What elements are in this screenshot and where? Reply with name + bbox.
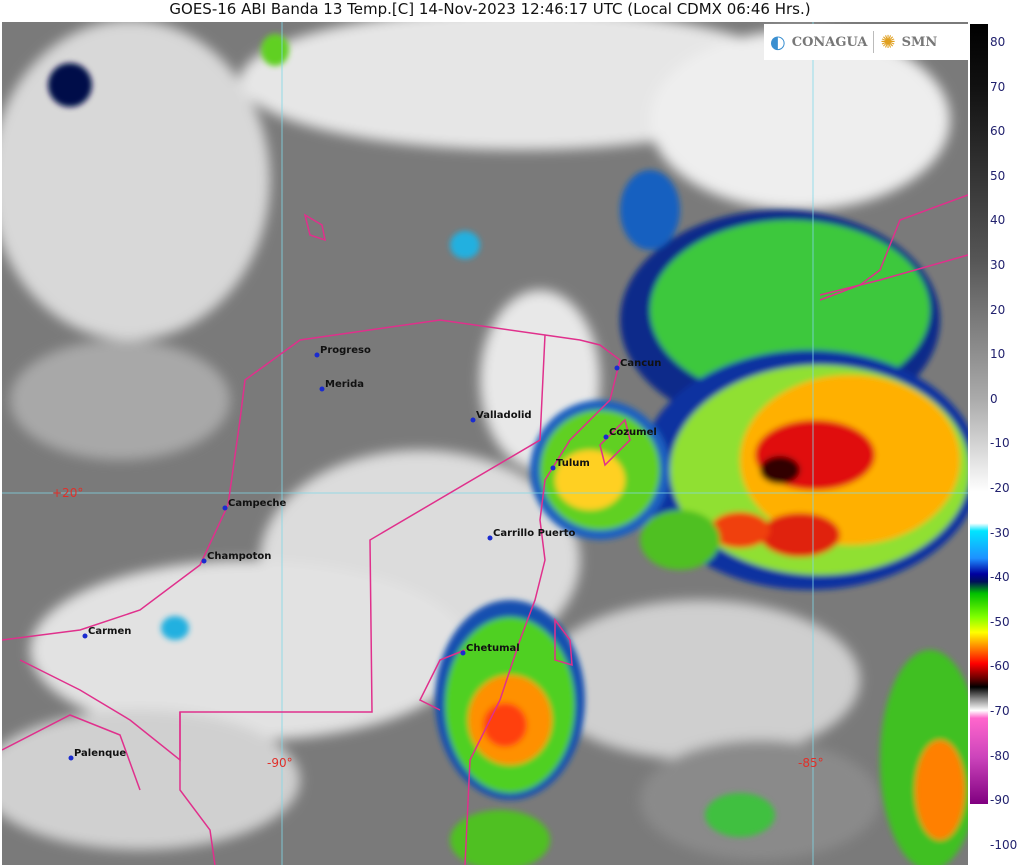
- colorbar-tick: 40: [990, 213, 1006, 228]
- storm-layer: [48, 34, 968, 865]
- city-cancun: Cancun: [614, 358, 661, 371]
- city-carrillo-puerto: Carrillo Puerto: [487, 528, 576, 541]
- logo-banner: ◐ CONAGUA ✺ SMN: [764, 24, 968, 60]
- city-dot-icon: [550, 465, 556, 471]
- city-label: Campeche: [228, 498, 286, 509]
- city-dot-icon: [460, 650, 466, 656]
- colorbar-tick: -100: [990, 837, 1018, 852]
- colorbar-tick: 60: [990, 124, 1006, 139]
- coastlines-borders: [2, 194, 968, 865]
- city-label: Chetumal: [466, 643, 520, 654]
- logo-divider: [873, 31, 875, 53]
- city-dot-icon: [314, 352, 320, 358]
- colorbar-tick: 0: [990, 391, 998, 406]
- city-label: Palenque: [74, 748, 126, 759]
- colorbar-tick: -60: [990, 659, 1010, 674]
- city-valladolid: Valladolid: [470, 410, 532, 423]
- city-dot-icon: [82, 633, 88, 639]
- colorbar-tick: -30: [990, 525, 1010, 540]
- smn-logo: SMN: [901, 34, 938, 50]
- conagua-logo: CONAGUA: [791, 34, 868, 50]
- city-label: Valladolid: [476, 410, 532, 421]
- city-label: Merida: [325, 379, 364, 390]
- colorbar-tick: 50: [990, 168, 1006, 183]
- colorbar-tick: 80: [990, 35, 1006, 49]
- lon-90-label: -90°: [267, 756, 293, 770]
- colorbar-tick: -90: [990, 793, 1010, 808]
- city-carmen: Carmen: [82, 626, 131, 639]
- city-dot-icon: [603, 434, 609, 440]
- city-label: Progreso: [320, 345, 371, 356]
- colorbar-tick: 20: [990, 302, 1006, 317]
- smn-logo-icon: ✺: [880, 31, 896, 53]
- city-campeche: Campeche: [222, 498, 286, 511]
- city-dot-icon: [614, 365, 620, 371]
- city-label: Cancun: [620, 358, 661, 369]
- colorbar-tick: -80: [990, 748, 1010, 763]
- city-label: Carmen: [88, 626, 131, 637]
- colorbar-tick: 30: [990, 258, 1006, 272]
- city-champoton: Champoton: [201, 551, 271, 564]
- city-chetumal: Chetumal: [460, 643, 520, 656]
- city-label: Tulum: [556, 458, 590, 469]
- colorbar-tick: -40: [990, 570, 1010, 585]
- city-dot-icon: [201, 558, 207, 564]
- city-label: Carrillo Puerto: [493, 528, 576, 539]
- city-cozumel: Cozumel: [603, 427, 657, 440]
- colorbar-tick: 10: [990, 347, 1006, 362]
- grid-labels: +20° -90° -85°: [52, 486, 824, 770]
- colorbar-tick: -70: [990, 704, 1010, 718]
- city-tulum: Tulum: [550, 458, 590, 471]
- conagua-logo-icon: ◐: [770, 31, 786, 53]
- colorbar-tick: -10: [990, 436, 1010, 451]
- city-markers: Progreso Merida Valladolid Cancun Cozumel Tul…: [68, 345, 661, 761]
- lon-85-label: -85°: [798, 756, 824, 770]
- grid-lines: [2, 22, 968, 865]
- city-palenque: Palenque: [68, 748, 126, 761]
- city-dot-icon: [319, 386, 325, 392]
- image-title: GOES-16 ABI Banda 13 Temp.[C] 14-Nov-202…: [169, 0, 811, 18]
- city-label: Champoton: [207, 551, 271, 562]
- city-dot-icon: [68, 755, 74, 761]
- city-dot-icon: [470, 417, 476, 423]
- city-merida: Merida: [319, 379, 364, 392]
- city-label: Cozumel: [609, 427, 657, 438]
- city-progreso: Progreso: [314, 345, 371, 358]
- city-dot-icon: [487, 535, 493, 541]
- colorbar: [970, 24, 988, 804]
- colorbar-tick: -50: [990, 614, 1010, 629]
- city-dot-icon: [222, 505, 228, 511]
- satellite-map[interactable]: +20° -90° -85° Progreso Merida Valladolid C…: [2, 22, 968, 865]
- lat-20-label: +20°: [52, 486, 83, 500]
- colorbar-tick: 70: [990, 79, 1006, 94]
- colorbar-tick: -20: [990, 481, 1010, 495]
